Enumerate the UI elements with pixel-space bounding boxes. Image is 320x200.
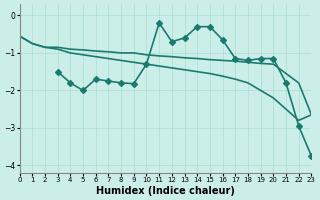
X-axis label: Humidex (Indice chaleur): Humidex (Indice chaleur) (96, 186, 235, 196)
